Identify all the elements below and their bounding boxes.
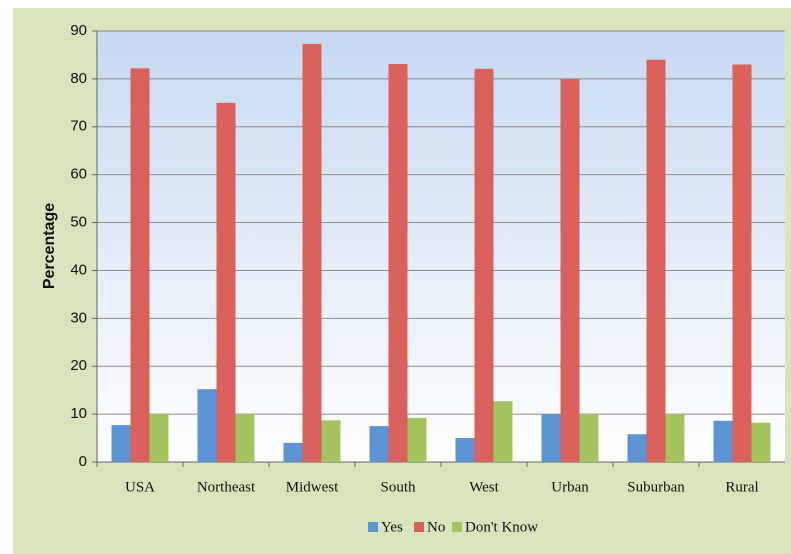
bar [560,78,580,462]
x-tick-label: USA [125,479,155,495]
x-tick-label: Midwest [286,479,339,495]
bar [665,414,685,462]
y-tick-label: 40 [70,261,87,278]
x-tick-label: Suburban [627,479,685,495]
y-axis-label: Percentage [41,203,58,289]
bar [732,64,752,463]
bar [197,389,217,462]
y-tick-label: 50 [70,214,87,231]
legend-label: No [427,519,445,535]
x-tick-label: Urban [551,479,589,495]
bar [149,414,169,462]
bar [713,420,733,462]
bar [493,401,513,462]
bar [474,68,494,463]
bar [751,422,771,462]
y-tick-label: 30 [70,309,87,326]
bar [321,420,341,462]
y-tick-label: 10 [70,405,87,422]
bar [646,59,666,462]
legend-label: Yes [381,519,403,535]
bar [627,434,647,462]
legend-swatch [414,522,424,532]
bar [302,43,322,463]
bar [216,102,236,462]
bar [130,68,150,462]
bar [369,426,389,462]
x-tick-label: Rural [725,479,758,495]
x-tick-label: Northeast [197,479,256,495]
x-tick-label: West [469,479,499,495]
y-tick-label: 70 [70,118,87,135]
x-tick-label: South [380,479,416,495]
y-tick-label: 80 [70,70,87,87]
bar [235,414,255,462]
bar [407,417,427,462]
bar [388,64,408,462]
y-tick-label: 20 [70,357,87,374]
y-tick-label: 0 [79,453,87,470]
legend-swatch [452,522,462,532]
legend-label: Don't Know [465,519,538,535]
bar [283,442,303,462]
bar [111,425,131,462]
bar [579,414,599,462]
y-tick-label: 90 [70,22,87,39]
y-tick-label: 60 [70,166,87,183]
legend-swatch [368,522,378,532]
bar [541,414,561,462]
bar [455,438,475,462]
